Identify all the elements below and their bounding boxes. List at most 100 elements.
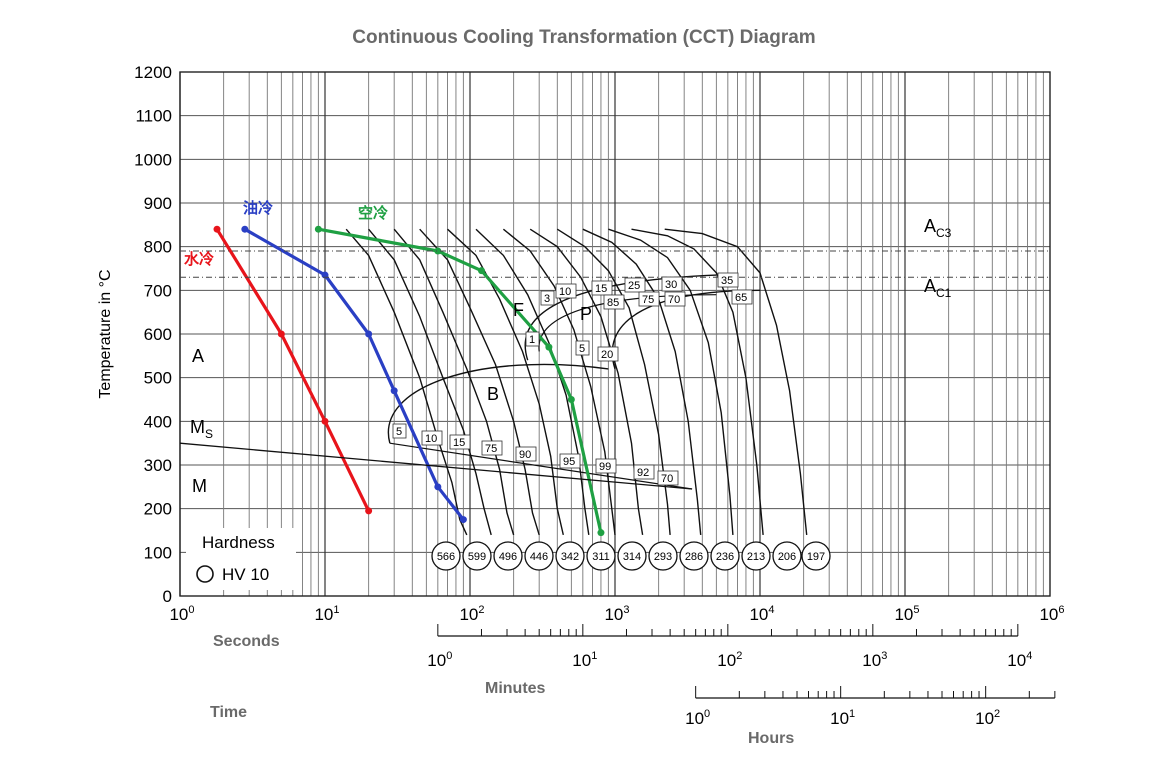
hardness-circle (431, 541, 461, 571)
percent-box (633, 464, 655, 480)
minutes-tick-label-exp: 3 (881, 650, 887, 662)
cooling-series (213, 225, 605, 537)
x-tick-label-exp: 1 (333, 604, 339, 616)
x-tick-label: 102 (459, 604, 484, 624)
y-tick-label: 900 (144, 194, 172, 213)
minutes-tick-label-exp: 4 (1026, 650, 1032, 662)
y-tick-label: 200 (144, 500, 172, 519)
x-tick-label-exp: 0 (188, 604, 194, 616)
x-tick-label: 100 (169, 604, 194, 624)
bainite-finish-line (389, 442, 693, 490)
series-point (390, 387, 398, 395)
percent-box (525, 331, 540, 347)
series-point (434, 483, 442, 491)
legend-box (186, 528, 296, 590)
region-label: F (513, 300, 524, 320)
hours-label: Hours (748, 730, 794, 747)
y-tick-label: 1200 (134, 63, 172, 82)
percent-box (595, 458, 617, 474)
percent-label: 30 (665, 279, 677, 291)
series-point (314, 225, 322, 233)
y-tick-label: 400 (144, 412, 172, 431)
cooling-curve (447, 228, 564, 536)
x-tick-label-exp: 4 (768, 604, 774, 616)
minutes-tick-label-base: 10 (862, 651, 881, 670)
series-point (434, 247, 442, 255)
minutes-tick-label: 103 (862, 650, 887, 670)
region-label: B (487, 384, 499, 404)
series-line (244, 227, 465, 521)
x-tick-label: 106 (1039, 604, 1064, 624)
x-tick-label-exp: 2 (478, 604, 484, 616)
bainite-start-curve (387, 363, 609, 444)
percent-label: 35 (721, 275, 733, 287)
percent-box (559, 453, 581, 469)
hardness-circle (710, 541, 740, 571)
chart-title: Continuous Cooling Transformation (CCT) … (352, 27, 815, 48)
hardness-value: 293 (654, 551, 672, 563)
hardness-circle (617, 541, 647, 571)
hours-tick-label: 100 (685, 708, 710, 728)
percent-label: 20 (601, 349, 613, 361)
hardness-value: 314 (623, 551, 641, 563)
y-tick-label: 500 (144, 369, 172, 388)
hardness-value: 206 (778, 551, 796, 563)
hardness-value: 311 (592, 551, 610, 563)
x-tick-label-base: 10 (894, 605, 913, 624)
plot-border (179, 71, 1051, 597)
percent-box (638, 291, 660, 307)
series-point (213, 225, 221, 233)
minutes-tick-label-base: 10 (427, 651, 446, 670)
percent-label: 95 (563, 456, 575, 468)
minutes-tick-label-exp: 1 (591, 650, 597, 662)
legend-title: Hardness (202, 533, 275, 552)
legend-marker (196, 565, 214, 583)
cooling-curve (502, 228, 616, 535)
hardness-circle (741, 541, 771, 571)
x-tick-label-exp: 3 (623, 604, 629, 616)
series-line (318, 227, 603, 534)
minutes-tick-label-base: 10 (717, 651, 736, 670)
percent-label: 65 (735, 292, 747, 304)
percent-label: 85 (607, 297, 619, 309)
ac1-label-main: A (924, 276, 936, 296)
y-tick-labels: 0 100 200 300 400 500 600 700 800 900 1000 1100 1200 (134, 63, 172, 606)
hardness-value: 446 (530, 551, 548, 563)
percent-box (661, 276, 683, 292)
y-tick-label: 600 (144, 325, 172, 344)
cooling-curve (368, 228, 492, 536)
hardness-circle (648, 541, 678, 571)
minutes-tick-label: 100 (427, 650, 452, 670)
percent-box (731, 289, 753, 305)
minutes-tick-label-exp: 2 (736, 650, 742, 662)
minutes-tick-label-base: 10 (572, 651, 591, 670)
percent-label: 99 (599, 461, 611, 473)
percent-box (603, 294, 625, 310)
series-point (545, 343, 553, 351)
percent-box (597, 346, 619, 362)
cooling-curve (582, 228, 702, 535)
x-tick-label-base: 10 (749, 605, 768, 624)
series-label: 水冷 (184, 250, 214, 268)
minutes-label: Minutes (485, 680, 546, 697)
ms-label: MS (190, 417, 213, 441)
percent-label: 1 (529, 334, 535, 346)
cooling-curve (608, 228, 734, 535)
percent-box (515, 446, 537, 462)
hardness-value: 599 (468, 551, 486, 563)
plot-frame (179, 71, 1051, 597)
percent-label: 25 (628, 280, 640, 292)
hours-tick-label-exp: 2 (994, 708, 1000, 720)
x-tick-label: 105 (894, 604, 919, 624)
minutes-tick-label-exp: 0 (446, 650, 452, 662)
hardness-value: 496 (499, 551, 517, 563)
x-tick-label-base: 10 (314, 605, 333, 624)
ms-label-main: M (190, 417, 205, 437)
cooling-curve (419, 228, 540, 536)
series-point (321, 417, 329, 425)
hardness-value: 566 (437, 551, 455, 563)
region-label: P (580, 304, 592, 324)
